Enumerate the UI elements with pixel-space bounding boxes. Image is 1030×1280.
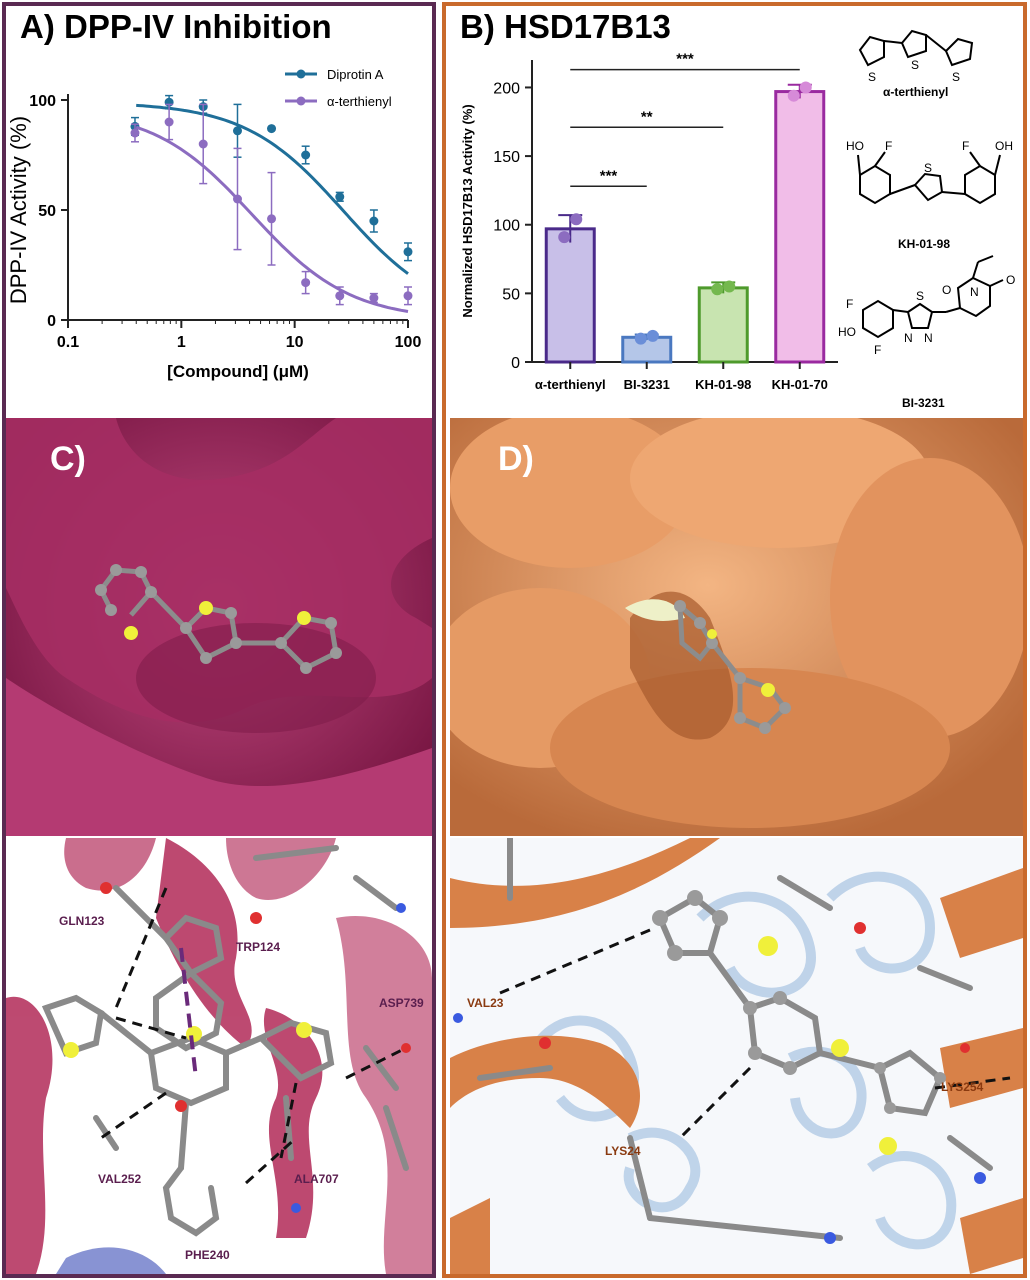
terthienyl-structure: S S S [858, 29, 974, 84]
nitrogen-label: N [924, 331, 933, 345]
interaction-view-hsd17b13: VAL23 LYS254 LYS24 [450, 838, 1023, 1274]
residue-label: VAL23 [467, 996, 504, 1010]
data-point [335, 291, 345, 301]
surface-view-d: D) [450, 418, 1023, 836]
panel-d-label: D) [498, 440, 534, 478]
panel-frame-left [2, 2, 436, 1278]
fluorine-label: F [846, 297, 853, 311]
data-point [403, 247, 413, 257]
data-point [301, 150, 311, 160]
replicate-point [570, 213, 583, 226]
replicate-point [799, 81, 812, 94]
fluorine-label: F [885, 139, 892, 153]
y-tick-label: 150 [493, 149, 520, 166]
activity-bar-chart: 0 50 100 150 200 Normalized HSD17B13 Activity… [460, 51, 838, 392]
oxygen-label: O [942, 283, 951, 297]
residue-label: GLN123 [59, 914, 105, 928]
residue-label: ASP739 [379, 996, 424, 1010]
fluorine-label: F [874, 343, 881, 357]
bar [544, 227, 596, 364]
hydroxyl-label: HO [838, 325, 856, 339]
data-point [335, 192, 345, 202]
y-tick-label: 0 [47, 313, 56, 330]
y-axis-label: Normalized HSD17B13 Activity (%) [460, 104, 475, 317]
kh-01-98-structure-name: KH-01-98 [898, 237, 951, 251]
bar [621, 335, 673, 364]
oxygen-label: O [1006, 273, 1015, 287]
dose-response-chart: 0 50 100 0.1 1 10 100 [Compound] (μM) DPP-IV Act… [6, 67, 422, 381]
residue-label: ALA707 [294, 1172, 339, 1186]
y-tick-label: 100 [493, 218, 520, 235]
x-tick-label: KH-01-70 [772, 377, 828, 392]
sulfur-atom-label: S [911, 58, 919, 72]
data-point [130, 128, 140, 138]
x-tick-label: BI-3231 [624, 377, 670, 392]
bi-3231-structure-name: BI-3231 [902, 396, 945, 410]
data-point [267, 124, 277, 134]
hydroxyl-label: HO [846, 139, 864, 153]
x-tick-label: 1 [177, 334, 186, 351]
legend-label: Diprotin A [327, 67, 384, 82]
interaction-view-dpp4: GLN123 TRP124 ASP739 VAL252 ALA707 PHE24… [6, 838, 432, 1274]
x-tick-label: 0.1 [57, 334, 79, 351]
sulfur-atom-label: S [916, 289, 924, 303]
residue-label: LYS254 [941, 1080, 984, 1094]
data-point [232, 194, 242, 204]
replicate-point [711, 283, 724, 296]
x-tick-label: α-terthienyl [535, 377, 606, 392]
legend-label: α-terthienyl [327, 94, 392, 109]
data-point [198, 139, 208, 149]
fluorine-label: F [962, 139, 969, 153]
sulfur-atom-label: S [952, 70, 960, 84]
sulfur-atom-label: S [924, 161, 932, 175]
x-axis-label: [Compound] (μM) [167, 362, 309, 381]
data-point [369, 293, 379, 303]
x-tick-label: KH-01-98 [695, 377, 751, 392]
replicate-point [646, 329, 659, 342]
legend-swatch-marker [296, 69, 306, 79]
significance-label: *** [676, 51, 694, 68]
data-point [369, 216, 379, 226]
residue-label: TRP124 [236, 940, 281, 954]
y-tick-label: 0 [511, 355, 520, 372]
panel-c-label: C) [50, 440, 86, 478]
data-point [164, 117, 174, 127]
data-point [301, 278, 311, 288]
x-tick-label: 100 [395, 334, 422, 351]
surface-view-c: C) [6, 418, 432, 836]
data-point [267, 214, 277, 224]
panel-frame-right [442, 2, 1027, 1278]
significance-label: *** [600, 167, 618, 184]
panel-b-title: B) HSD17B13 [460, 8, 671, 45]
replicate-point [634, 332, 647, 345]
y-tick-label: 200 [493, 80, 520, 97]
hydroxyl-label: OH [995, 139, 1013, 153]
residue-label: PHE240 [185, 1248, 230, 1262]
sulfur-atom-label: S [868, 70, 876, 84]
bar [774, 90, 826, 364]
x-tick-label: 10 [286, 334, 304, 351]
nitrogen-label: N [970, 285, 979, 299]
fit-curve [136, 103, 409, 275]
y-axis-label: DPP-IV Activity (%) [6, 116, 31, 304]
y-tick-label: 50 [502, 286, 520, 303]
bar [697, 286, 749, 364]
panel-a-title: A) DPP-IV Inhibition [20, 8, 332, 45]
legend-swatch-marker [296, 96, 306, 106]
replicate-point [723, 280, 736, 293]
bi-3231-structure: F HO F S N N N O O [838, 255, 1015, 357]
data-point [232, 126, 242, 136]
data-point [403, 291, 413, 301]
residue-label: VAL252 [98, 1172, 142, 1186]
terthienyl-structure-name: α-terthienyl [883, 85, 949, 99]
y-tick-label: 100 [29, 93, 56, 110]
y-tick-label: 50 [38, 203, 56, 220]
replicate-point [558, 231, 571, 244]
kh-01-98-structure: HO F F OH S [846, 139, 1013, 205]
nitrogen-label: N [904, 331, 913, 345]
residue-label: LYS24 [605, 1144, 641, 1158]
replicate-point [787, 89, 800, 102]
significance-label: ** [641, 108, 653, 125]
